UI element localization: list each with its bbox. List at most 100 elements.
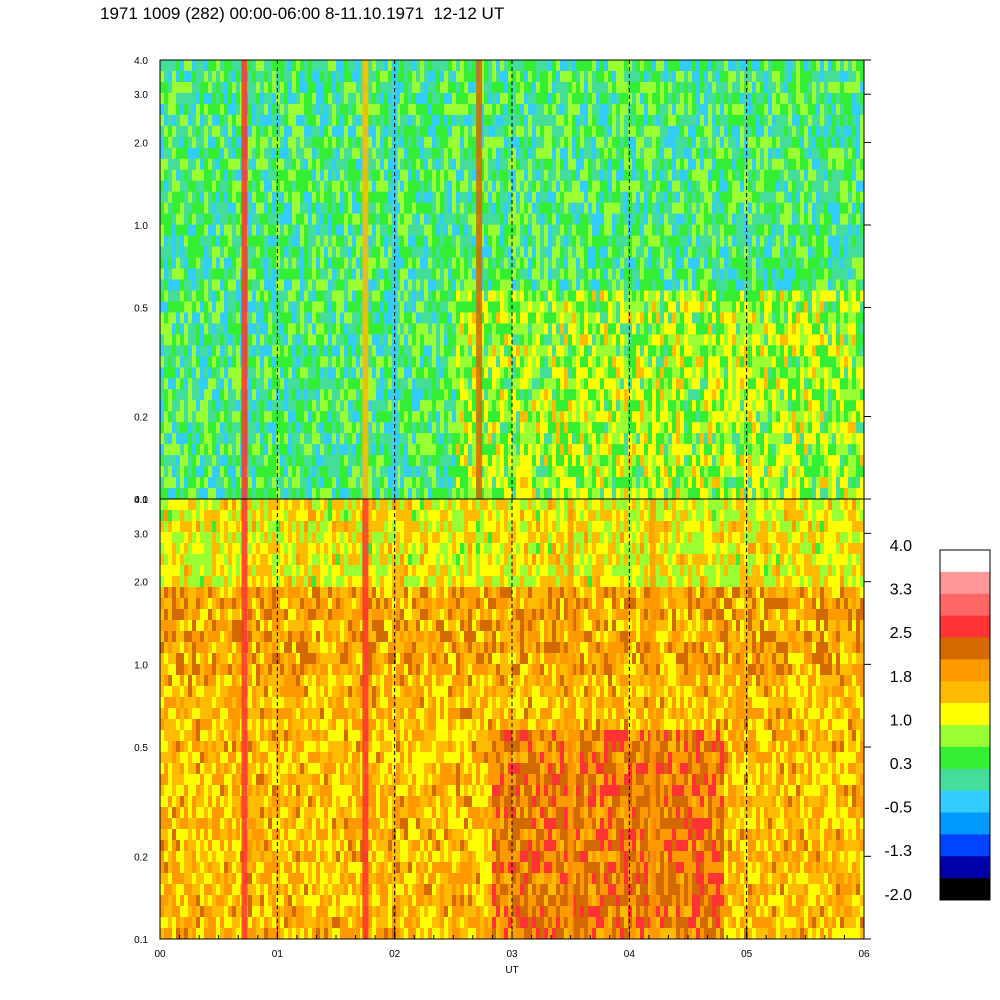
heat-cell [332, 246, 337, 259]
heat-cell [512, 180, 517, 193]
heat-cell [256, 70, 261, 83]
heat-cell [436, 202, 441, 215]
heat-cell [384, 356, 389, 368]
heat-cell [388, 455, 393, 467]
heat-cell [388, 213, 393, 226]
heat-cell [488, 356, 493, 368]
heat-cell [412, 444, 417, 456]
heat-cell [516, 158, 521, 171]
heat-cell [388, 301, 393, 313]
heat-cell [272, 312, 277, 324]
heat-cell [200, 466, 205, 478]
heat-cell [276, 334, 281, 346]
heat-cell [596, 114, 601, 127]
heat-cell [540, 422, 545, 434]
heat-cell [268, 477, 273, 489]
heat-cell [572, 169, 577, 182]
heat-cell [516, 290, 521, 302]
heat-cell [504, 367, 509, 379]
heat-cell [592, 169, 597, 182]
heat-cell [160, 70, 165, 83]
heat-cell [472, 488, 477, 499]
heat-cell [344, 290, 349, 302]
heat-cell [196, 114, 201, 127]
heat-cell [432, 213, 437, 226]
heat-cell [260, 279, 265, 291]
heat-cell [436, 334, 441, 346]
heat-cell [536, 455, 541, 467]
heat-cell [216, 70, 221, 83]
heat-cell [224, 103, 229, 116]
heat-cell [616, 158, 621, 171]
heat-cell [596, 345, 601, 357]
heat-cell [260, 422, 265, 434]
heat-cell [584, 356, 589, 368]
heat-cell [236, 488, 241, 499]
heat-cell [592, 92, 597, 105]
heat-cell [564, 136, 569, 149]
heat-cell [616, 455, 621, 467]
heat-cell [588, 477, 593, 489]
heat-cell [596, 411, 601, 423]
heat-cell [216, 455, 221, 467]
heat-cell [288, 312, 293, 324]
heat-cell [600, 488, 605, 499]
heat-cell [212, 191, 217, 204]
heat-cell [208, 147, 213, 160]
heat-cell [464, 312, 469, 324]
heat-cell [212, 235, 217, 248]
heat-cell [368, 70, 373, 83]
heat-cell [296, 70, 301, 83]
heat-cell [320, 246, 325, 259]
heat-cell [644, 378, 649, 390]
heat-cell [416, 202, 421, 215]
heat-cell [180, 444, 185, 456]
heat-cell [608, 180, 613, 193]
heat-cell [644, 92, 649, 105]
heat-cell [160, 235, 165, 248]
heat-cell [596, 444, 601, 456]
heat-cell [628, 301, 633, 313]
heat-cell [344, 444, 349, 456]
heat-cell [460, 191, 465, 204]
heat-cell [512, 114, 517, 127]
heat-cell [644, 191, 649, 204]
heat-cell [216, 158, 221, 171]
heat-cell [172, 246, 177, 259]
heat-cell [492, 136, 497, 149]
heat-cell [580, 235, 585, 248]
heat-cell [176, 125, 181, 138]
heat-cell [604, 180, 609, 193]
heat-cell [312, 191, 317, 204]
heat-cell [208, 169, 213, 182]
heat-cell [604, 389, 609, 401]
heat-cell [400, 312, 405, 324]
heat-cell [176, 268, 181, 280]
heat-cell [608, 477, 613, 489]
heat-cell [252, 213, 257, 226]
heat-cell [592, 455, 597, 467]
heat-cell [248, 279, 253, 291]
heat-cell [176, 477, 181, 489]
heat-cell [648, 411, 653, 423]
heat-cell [600, 103, 605, 116]
heat-cell [540, 103, 545, 116]
heat-cell [212, 312, 217, 324]
heat-cell [396, 158, 401, 171]
heat-cell [516, 378, 521, 390]
heat-cell [576, 378, 581, 390]
heat-cell [376, 213, 381, 226]
heat-cell [176, 158, 181, 171]
heat-cell [448, 400, 453, 412]
heat-cell [256, 202, 261, 215]
heat-cell [384, 136, 389, 149]
heat-cell [312, 224, 317, 237]
heat-cell [192, 103, 197, 116]
heat-cell [208, 466, 213, 478]
heat-cell [452, 202, 457, 215]
heat-cell [600, 114, 605, 127]
heat-cell [320, 191, 325, 204]
heat-cell [600, 477, 605, 489]
heat-cell [200, 158, 205, 171]
heat-cell [184, 455, 189, 467]
